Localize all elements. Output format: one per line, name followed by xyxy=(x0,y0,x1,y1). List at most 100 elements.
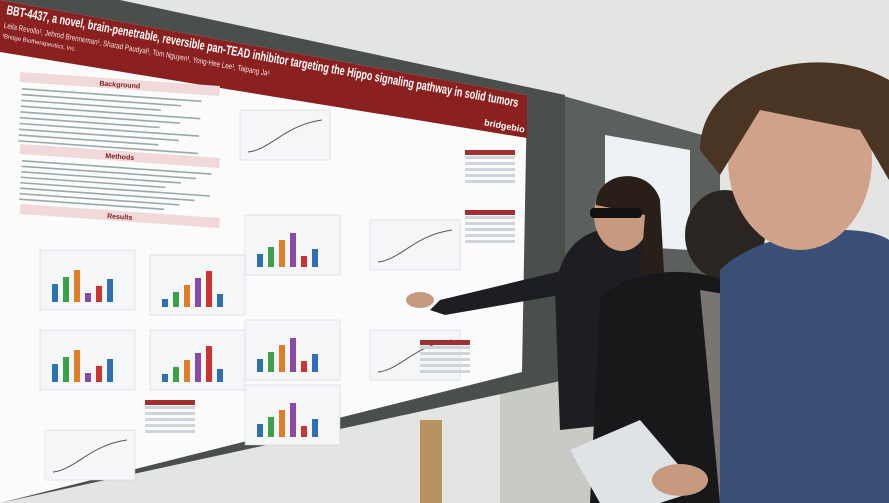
table-row xyxy=(420,352,470,355)
section: Background xyxy=(19,72,220,96)
table-row xyxy=(465,162,515,165)
figure-curve xyxy=(377,229,453,263)
text-line xyxy=(20,176,166,189)
table-row xyxy=(145,406,195,409)
figure-bar xyxy=(257,424,263,437)
figure-bar xyxy=(173,367,179,382)
text-line xyxy=(19,122,200,137)
figure-curve xyxy=(247,119,323,153)
man-suit xyxy=(720,230,889,503)
figure-bar xyxy=(52,284,58,302)
table-row xyxy=(145,418,195,421)
title-band xyxy=(0,0,527,138)
figure-bar xyxy=(290,338,296,372)
table-head xyxy=(465,150,515,155)
man-hair xyxy=(700,62,889,180)
text-line xyxy=(21,160,212,175)
table-row xyxy=(465,174,515,177)
figure-bar xyxy=(301,426,307,437)
figure-bar xyxy=(312,419,318,437)
figure-panel xyxy=(369,219,461,271)
section-band xyxy=(19,204,220,228)
text-line xyxy=(18,140,198,155)
section-band xyxy=(19,144,220,168)
figure-bar xyxy=(268,352,274,372)
figure-bar xyxy=(268,247,274,267)
figure-bar xyxy=(301,256,307,267)
table-row xyxy=(465,228,515,231)
table-row xyxy=(465,180,515,183)
table-row xyxy=(420,346,470,349)
figure-bar xyxy=(195,278,201,307)
figure-bar xyxy=(96,366,102,382)
table-row xyxy=(420,358,470,361)
table-row xyxy=(465,222,515,225)
table-row xyxy=(420,370,470,373)
figure-bar xyxy=(195,353,201,382)
figure-bar xyxy=(290,233,296,267)
figure-bar xyxy=(162,299,168,307)
figure-bar xyxy=(217,369,223,382)
table-row xyxy=(465,216,515,219)
text-line xyxy=(19,187,195,202)
text-line xyxy=(21,170,181,184)
figure-bar xyxy=(206,271,212,307)
figure-bar xyxy=(96,286,102,302)
table-head xyxy=(465,210,515,215)
section-heading: Results xyxy=(107,213,133,222)
table-row xyxy=(465,234,515,237)
figure-bar xyxy=(279,240,285,267)
text-line xyxy=(21,93,182,107)
man-hand xyxy=(652,464,708,496)
figure-bar xyxy=(107,279,113,302)
figure-bar xyxy=(268,417,274,437)
glasses xyxy=(590,208,642,218)
table-row xyxy=(465,240,515,243)
figure-bar xyxy=(279,345,285,372)
table-row xyxy=(145,424,195,427)
text-line xyxy=(18,134,159,146)
text-line xyxy=(20,181,211,197)
section: Methods xyxy=(19,144,220,168)
figure-bar xyxy=(206,346,212,382)
table-row xyxy=(145,430,195,433)
text-line xyxy=(20,105,201,120)
figure-bar xyxy=(257,359,263,372)
figure-bar xyxy=(74,350,80,382)
figure-bar xyxy=(74,270,80,302)
table-head xyxy=(420,340,470,345)
table-row xyxy=(420,364,470,367)
figure-bar xyxy=(257,254,263,267)
table-row xyxy=(465,168,515,171)
figure-bar xyxy=(85,293,91,302)
hand xyxy=(406,292,434,308)
text-line xyxy=(21,88,202,103)
text-line xyxy=(19,128,179,142)
section-heading: Methods xyxy=(105,153,134,162)
text-line xyxy=(19,116,160,129)
section-heading: Background xyxy=(99,81,140,91)
figure-bar xyxy=(107,359,113,382)
text-line xyxy=(19,192,180,206)
figure-bar xyxy=(312,354,318,372)
text-line xyxy=(19,198,164,211)
table-row xyxy=(465,156,515,159)
table-row xyxy=(145,412,195,415)
figure-panel xyxy=(44,429,136,481)
figure-bar xyxy=(301,361,307,372)
figure-bar xyxy=(63,277,69,302)
figure-bar xyxy=(184,360,190,382)
figure-bar xyxy=(162,374,168,382)
board-leg xyxy=(420,420,442,503)
figure-bar xyxy=(184,285,190,307)
figure-bar xyxy=(63,357,69,382)
text-line xyxy=(21,99,161,111)
section: Results xyxy=(19,204,220,228)
presenter-arm xyxy=(430,270,565,315)
section-band xyxy=(19,72,220,96)
figure-panel xyxy=(239,109,331,161)
figure-bar xyxy=(312,249,318,267)
figure-bar xyxy=(173,292,179,307)
